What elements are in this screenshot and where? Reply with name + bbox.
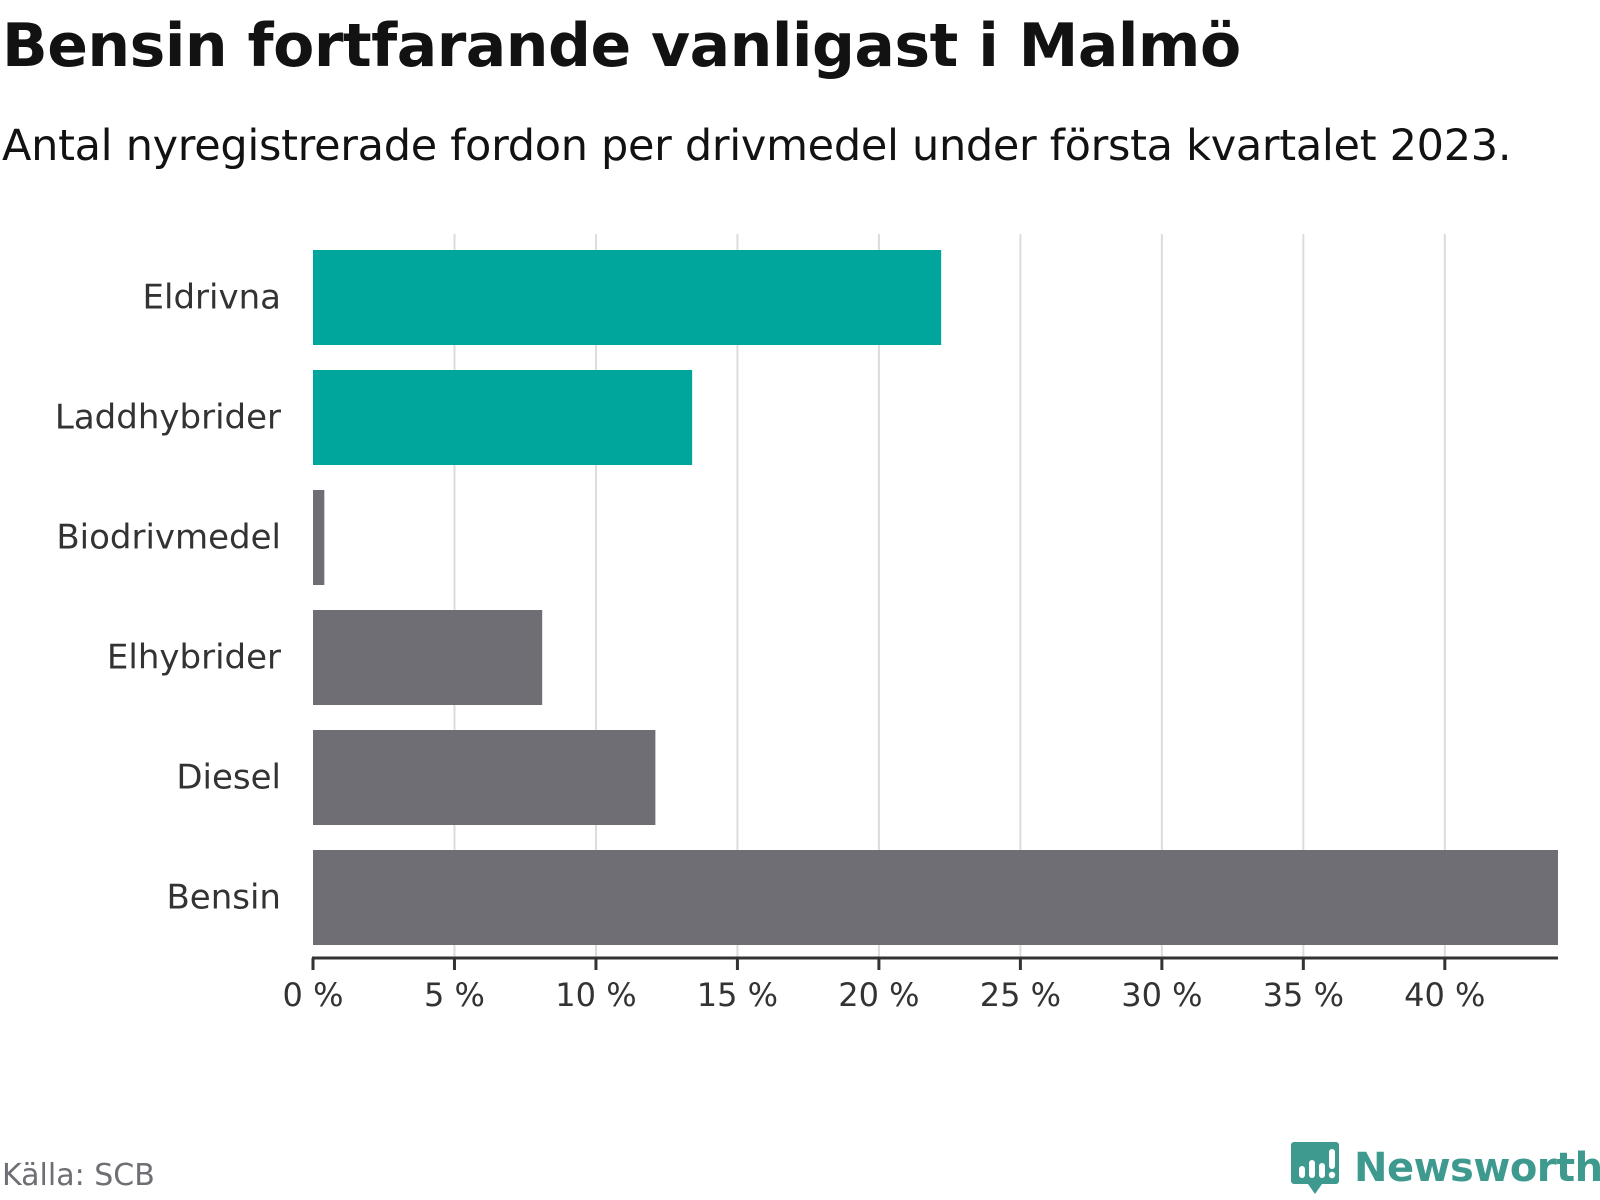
category-label: Laddhybrider <box>55 398 281 438</box>
bar-chart: Eldrivna Laddhybrider Biodrivmedel Elhybrid… <box>55 234 1558 1014</box>
x-tick-label: 5 % <box>424 976 485 1014</box>
x-tick-label: 20 % <box>838 976 919 1014</box>
category-label: Eldrivna <box>143 278 281 318</box>
gridlines <box>453 234 1446 958</box>
category-label: Bensin <box>166 878 281 918</box>
x-tick-label: 0 % <box>283 976 344 1014</box>
bar-elhybrider <box>313 610 543 705</box>
bars <box>313 250 1558 945</box>
source-note: Källa: SCB <box>2 1158 155 1193</box>
chart-subtitle: Antal nyregistrerade fordon per drivmede… <box>2 121 1512 171</box>
bar-eldrivna <box>313 250 942 345</box>
brand-name: Newsworthy <box>1354 1145 1600 1191</box>
x-tick-label: 30 % <box>1121 976 1202 1014</box>
bar-bensin <box>313 850 1558 945</box>
bar-laddhybrider <box>313 370 693 465</box>
x-tick-label: 40 % <box>1404 976 1485 1014</box>
category-labels: Eldrivna Laddhybrider Biodrivmedel Elhybrid… <box>55 278 281 918</box>
category-label: Diesel <box>176 758 281 798</box>
x-tick-label: 15 % <box>697 976 778 1014</box>
newsworthy-logo-icon <box>1291 1142 1339 1194</box>
x-tick-label: 10 % <box>555 976 636 1014</box>
x-tick-label: 25 % <box>980 976 1061 1014</box>
category-label: Biodrivmedel <box>56 518 281 558</box>
x-axis: 0 % 5 % 10 % 15 % 20 % 25 % 30 % 35 % 40 % <box>283 956 1558 1014</box>
bar-biodrivmedel <box>313 490 325 585</box>
category-label: Elhybrider <box>107 638 281 678</box>
brand-logo: Newsworthy <box>1290 1140 1600 1196</box>
x-tick-label: 35 % <box>1263 976 1344 1014</box>
bar-diesel <box>313 730 656 825</box>
chart-title: Bensin fortfarande vanligast i Malmö <box>2 11 1241 81</box>
